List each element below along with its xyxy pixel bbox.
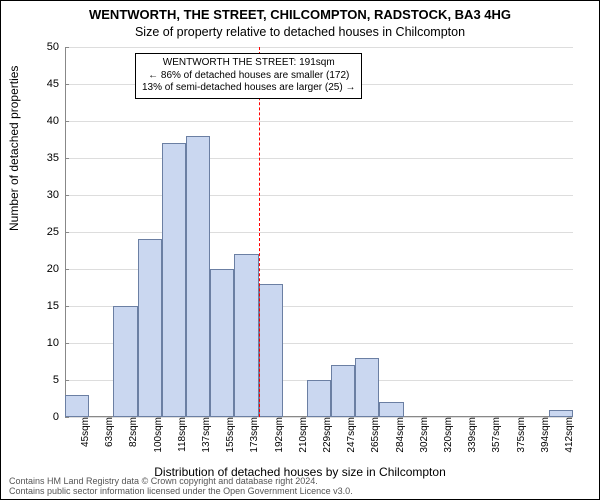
x-tick: 137sqm <box>198 417 212 453</box>
annotation-box: WENTWORTH THE STREET: 191sqm← 86% of det… <box>135 53 362 99</box>
bar <box>186 136 210 417</box>
x-tick: 265sqm <box>367 417 381 453</box>
y-tick: 0 <box>53 411 65 423</box>
x-tick: 247sqm <box>343 417 357 453</box>
footer: Contains HM Land Registry data © Crown c… <box>9 477 353 497</box>
gridline <box>65 158 573 159</box>
bar <box>549 410 573 417</box>
y-axis-label: Number of detached properties <box>7 66 21 231</box>
y-tick: 45 <box>47 78 65 90</box>
x-tick: 394sqm <box>537 417 551 453</box>
gridline <box>65 47 573 48</box>
y-tick: 5 <box>53 374 65 386</box>
bar <box>259 284 283 417</box>
y-tick: 40 <box>47 115 65 127</box>
bar <box>331 365 355 417</box>
bar <box>307 380 331 417</box>
bar <box>355 358 379 417</box>
x-tick: 210sqm <box>295 417 309 453</box>
x-tick: 375sqm <box>513 417 527 453</box>
x-tick: 229sqm <box>319 417 333 453</box>
y-tick: 50 <box>47 41 65 53</box>
bar <box>234 254 258 417</box>
bar <box>210 269 234 417</box>
y-tick: 20 <box>47 263 65 275</box>
plot-area: 0510152025303540455045sqm63sqm82sqm100sq… <box>65 47 573 417</box>
x-tick: 82sqm <box>125 417 139 447</box>
bar <box>138 239 162 417</box>
x-tick: 173sqm <box>246 417 260 453</box>
y-tick: 10 <box>47 337 65 349</box>
y-tick: 30 <box>47 189 65 201</box>
x-tick: 302sqm <box>416 417 430 453</box>
x-tick: 412sqm <box>561 417 575 453</box>
annotation-line1: WENTWORTH THE STREET: 191sqm <box>142 57 355 70</box>
chart-subtitle: Size of property relative to detached ho… <box>1 25 599 39</box>
bar <box>113 306 137 417</box>
chart-container: WENTWORTH, THE STREET, CHILCOMPTON, RADS… <box>0 0 600 500</box>
footer-line2: Contains public sector information licen… <box>9 487 353 497</box>
x-tick: 357sqm <box>488 417 502 453</box>
annotation-line2: ← 86% of detached houses are smaller (17… <box>142 70 355 83</box>
y-tick: 35 <box>47 152 65 164</box>
gridline <box>65 195 573 196</box>
x-tick: 284sqm <box>392 417 406 453</box>
x-tick: 320sqm <box>440 417 454 453</box>
bar <box>162 143 186 417</box>
y-tick: 15 <box>47 300 65 312</box>
bar <box>379 402 403 417</box>
gridline <box>65 232 573 233</box>
gridline <box>65 121 573 122</box>
y-tick: 25 <box>47 226 65 238</box>
x-tick: 155sqm <box>222 417 236 453</box>
x-tick: 45sqm <box>77 417 91 447</box>
x-tick: 339sqm <box>464 417 478 453</box>
chart-title: WENTWORTH, THE STREET, CHILCOMPTON, RADS… <box>1 7 599 22</box>
x-tick: 118sqm <box>174 417 188 452</box>
x-tick: 100sqm <box>150 417 164 453</box>
bar <box>65 395 89 417</box>
x-tick: 192sqm <box>271 417 285 453</box>
reference-line <box>259 47 260 417</box>
annotation-line3: 13% of semi-detached houses are larger (… <box>142 82 355 95</box>
x-tick: 63sqm <box>101 417 115 447</box>
